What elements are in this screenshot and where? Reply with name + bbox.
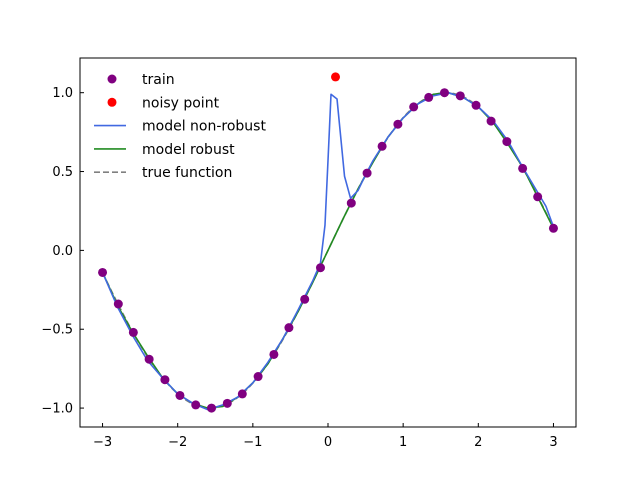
data-point-train [377, 141, 387, 151]
data-point-train [518, 163, 528, 173]
data-point-train [393, 119, 403, 129]
data-point-train [548, 223, 558, 233]
data-point-train [222, 398, 232, 408]
data-point-train [315, 263, 325, 273]
y-tick-label: −0.5 [41, 323, 73, 338]
data-point-train [471, 100, 481, 110]
axes-layer: −3 −2 −1 0 1 2 3 −1.0 −0.5 0.0 0.5 1.0 [41, 57, 577, 450]
y-tick-label: −1.0 [41, 402, 73, 417]
legend-marker-noisy-point [107, 97, 117, 107]
data-point-noisy-point [331, 72, 341, 82]
data-point-train [409, 102, 419, 112]
data-point-train [533, 192, 543, 202]
data-point-train [455, 91, 465, 101]
data-point-train [284, 323, 294, 333]
y-tick-label: 0.0 [52, 244, 73, 259]
legend-marker-train [107, 74, 117, 84]
legend-label-true-function: true function [142, 165, 232, 181]
x-tick-label: −2 [168, 435, 187, 450]
data-point-train [502, 137, 512, 147]
legend-label-noisy-point: noisy point [142, 95, 220, 111]
data-point-train [144, 354, 154, 364]
data-point-train [237, 389, 247, 399]
data-point-train [424, 92, 434, 102]
data-point-train [439, 88, 449, 98]
y-tick-label: 1.0 [52, 86, 73, 101]
x-tick-label: −1 [243, 435, 262, 450]
y-tick-label: 0.5 [52, 165, 73, 180]
legend-label-train: train [142, 72, 175, 88]
data-point-train [486, 116, 496, 126]
legend: train noisy point model non-robust model ro… [94, 72, 266, 181]
x-tick-label: 1 [399, 435, 407, 450]
plot-area [80, 58, 576, 427]
legend-label-model-non-robust: model non-robust [142, 119, 266, 135]
series-layer [98, 72, 558, 413]
data-point-train [207, 403, 217, 413]
legend-label-model-robust: model robust [142, 142, 235, 158]
x-tick-label: 2 [474, 435, 482, 450]
x-tick-label: 3 [549, 435, 557, 450]
data-point-train [160, 375, 170, 385]
x-tick-label: 0 [324, 435, 332, 450]
data-point-train [128, 327, 138, 337]
data-point-train [175, 390, 185, 400]
data-point-train [300, 294, 310, 304]
x-tick-label: −3 [93, 435, 112, 450]
data-point-train [346, 198, 356, 208]
data-point-train [113, 299, 123, 309]
data-point-train [269, 349, 279, 359]
data-point-train [98, 267, 108, 277]
data-point-train [191, 400, 201, 410]
data-point-train [362, 168, 372, 178]
data-point-train [253, 372, 263, 382]
